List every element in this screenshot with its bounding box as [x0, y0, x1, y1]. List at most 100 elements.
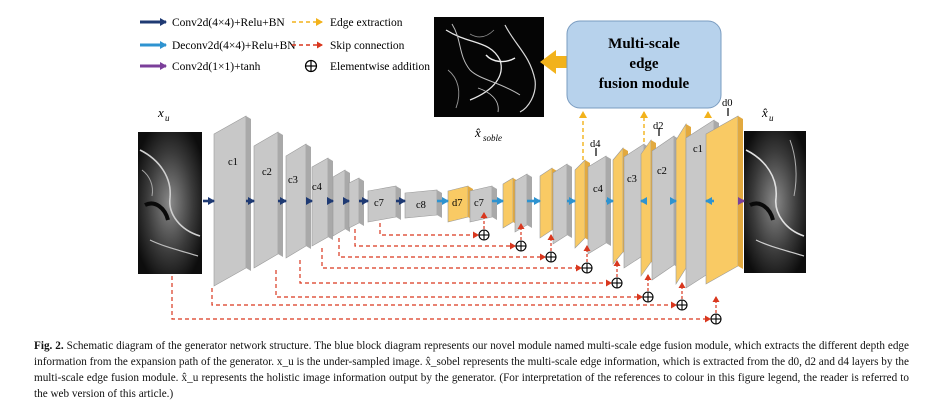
legend-elementwise-addition: Elementwise addition: [330, 61, 430, 73]
skip-connection-3: [338, 238, 546, 261]
skip-connection-3-add: [545, 251, 557, 263]
legend-conv: Conv2d(4×4)+Relu+BN: [172, 17, 285, 29]
caption-label: Fig. 2.: [34, 340, 64, 352]
encoder-block-c2: [253, 131, 283, 269]
decoder-block-y3-face: [612, 147, 624, 265]
encoder-block-c3-face: [285, 143, 307, 259]
encoder-block-c4-side: [328, 158, 333, 240]
encoder-block-c1: [213, 115, 251, 287]
tap-label-d4: d4: [590, 139, 601, 150]
skip-connection-5-add: [611, 277, 623, 289]
skip-connection-2-add: [515, 240, 527, 252]
output-image: [744, 131, 806, 273]
sobel-edge-image: [434, 17, 544, 117]
encoder-block-c1-side: [246, 116, 251, 271]
skip-connection-7: [211, 288, 677, 309]
input-label: x u: [157, 105, 170, 123]
encoder-block-c8: [404, 189, 442, 219]
decoder-block-y1-face: [675, 122, 687, 286]
sobel-var: x̂: [474, 125, 481, 140]
decoder-block-g5-face: [552, 163, 568, 245]
output-var: x̂: [761, 105, 768, 120]
decoder-block-d4-face: [574, 159, 586, 249]
encoder-block-c7: [367, 185, 401, 223]
legend: Conv2d(4×4)+Relu+BN Deconv2d(4×4)+Relu+B…: [140, 17, 430, 73]
skip-connection-6: [275, 270, 643, 301]
encoder-block-c8-side: [437, 190, 442, 218]
legend-skip-connection: Skip connection: [330, 40, 405, 52]
decoder-block-c4-face: [587, 155, 607, 255]
encoder-block-c6-face: [348, 177, 360, 229]
encoder-block-c6: [348, 177, 364, 229]
legend-deconv: Deconv2d(4×4)+Relu+BN: [172, 40, 296, 52]
encoder-block-c2-face: [253, 131, 279, 269]
encoder-label-c8: c8: [416, 200, 426, 211]
encoder-block-c1-face: [213, 115, 247, 287]
decoder-block-g5: [552, 163, 572, 245]
decoder-block-y6-face: [502, 177, 514, 229]
skip-connection-7-add: [676, 299, 688, 311]
tap-label-d2: d2: [653, 121, 664, 132]
sobel-sub: soble: [483, 133, 502, 143]
skip-connection-8: [171, 276, 711, 323]
decoder-block-c4: [587, 155, 611, 255]
encoder-block-c3-side: [306, 144, 311, 249]
decoder-label-c1: c1: [693, 144, 703, 155]
skip-connection-8-add: [710, 313, 722, 325]
decoder-label-d7: d7: [452, 198, 463, 209]
encoder-block-c4-face: [311, 157, 329, 247]
skip-connection-1: [379, 223, 479, 239]
block-labels: c1 c2 c3 c4 c7 c8 d7 c7 c4 c3 c2 c1 d4 d2 d0: [228, 98, 733, 211]
legend-conv1x1: Conv2d(1×1)+tanh: [172, 61, 261, 73]
skip-connection-4: [321, 248, 582, 272]
skip-connection-4-add: [581, 262, 593, 274]
encoder-block-c2-side: [278, 132, 283, 257]
elementwise-addition-icon: [304, 59, 318, 73]
skip-connection-2: [354, 229, 516, 250]
decoder-label-c4: c4: [593, 184, 604, 195]
caption-text: Schematic diagram of the generator netwo…: [34, 340, 909, 400]
encoder-block-c3: [285, 143, 311, 259]
decoder-block-g6: [514, 173, 532, 233]
output-label: x̂ u: [761, 105, 774, 123]
encoder-label-c1: c1: [228, 157, 238, 168]
module-output-arrow: [540, 50, 568, 74]
edge-fusion-module: Multi-scale edge fusion module: [566, 20, 722, 109]
output-sub: u: [769, 113, 774, 123]
decoder-block-c7-side: [492, 186, 497, 220]
edge-extraction-arrows: [579, 111, 712, 160]
skip-connections: [171, 212, 722, 325]
decoder-block-g6-face: [514, 173, 528, 233]
module-line2: edge: [629, 56, 659, 72]
decoder-block-y5-face: [539, 167, 553, 239]
skip-connection-6-add: [642, 291, 654, 303]
input-sub: u: [165, 113, 170, 123]
sobel-label: x̂ soble: [474, 125, 502, 143]
module-line3: fusion module: [599, 76, 690, 92]
encoder-block-c5: [332, 169, 350, 237]
input-var: x: [157, 105, 164, 120]
decoder-label-c7: c7: [474, 198, 484, 209]
decoder-block-c2: [651, 135, 679, 281]
tap-label-d0: d0: [722, 98, 733, 109]
network-blocks: [213, 115, 743, 289]
encoder-label-c7: c7: [374, 198, 384, 209]
encoder-label-c4: c4: [312, 182, 323, 193]
encoder-label-c3: c3: [288, 175, 298, 186]
figure-caption: Fig. 2. Schematic diagram of the generat…: [34, 338, 909, 402]
encoder-label-c2: c2: [262, 167, 272, 178]
legend-edge-extraction: Edge extraction: [330, 17, 403, 29]
encoder-block-c5-face: [332, 169, 346, 237]
skip-connection-1-add: [478, 229, 490, 241]
decoder-label-c2: c2: [657, 166, 667, 177]
decoder-block-c2-face: [651, 135, 675, 281]
generator-diagram: Conv2d(4×4)+Relu+BN Deconv2d(4×4)+Relu+B…: [138, 17, 806, 325]
skip-connection-5: [299, 260, 612, 287]
encoder-block-c7-side: [396, 186, 401, 220]
decoder-block-d0-side: [738, 116, 743, 269]
input-image: [138, 132, 202, 274]
decoder-label-c3: c3: [627, 174, 637, 185]
decoder-block-d0: [705, 115, 743, 285]
decoder-block-d2-face: [640, 139, 652, 277]
module-line1: Multi-scale: [608, 36, 680, 52]
